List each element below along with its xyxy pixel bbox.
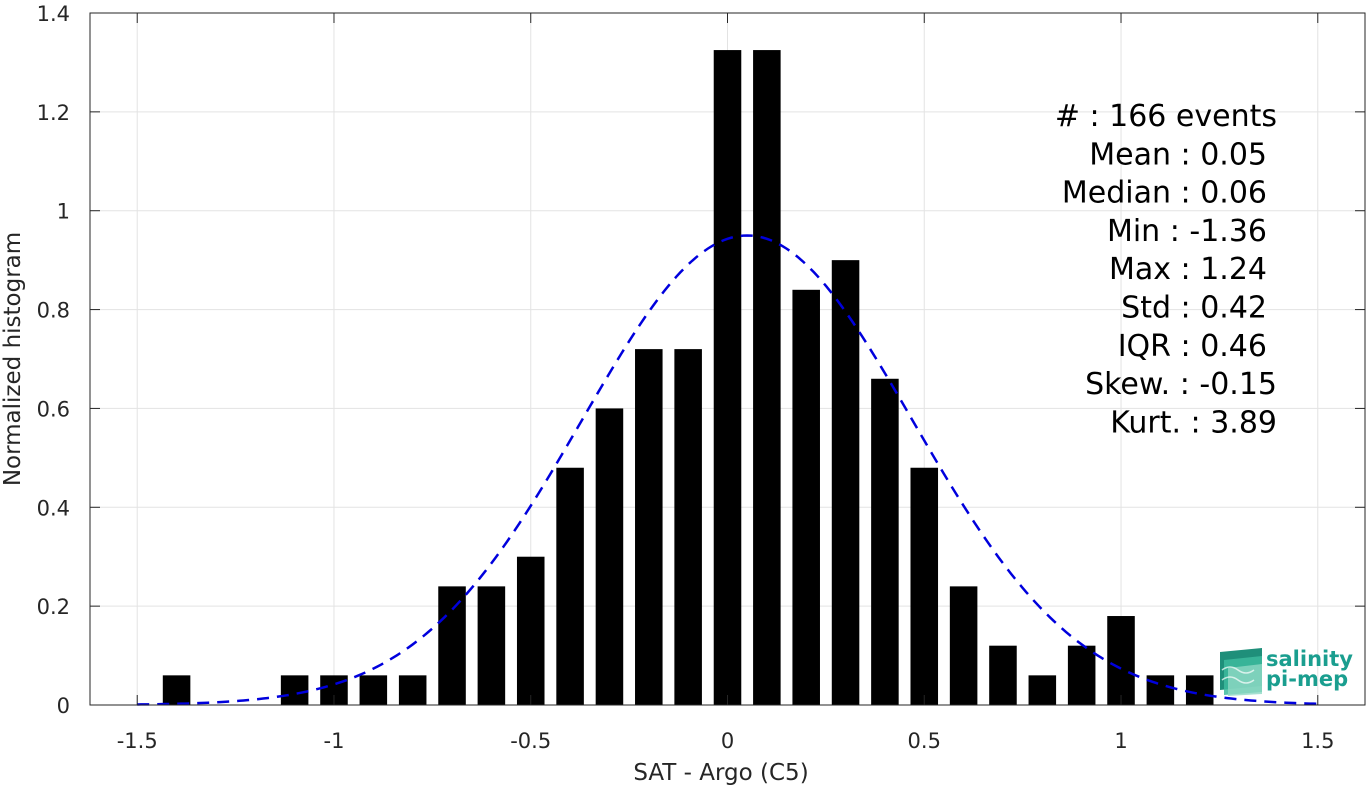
- logo-line-salinity: salinity: [1266, 647, 1353, 671]
- stat-line-2: Median : 0.06: [1062, 176, 1267, 211]
- stat-line-0: # : 166 events: [1055, 99, 1277, 134]
- histogram-bar-24: [1185, 675, 1214, 705]
- histogram-bar-15: [831, 260, 860, 705]
- histogram-bar-19: [989, 645, 1017, 705]
- histogram-bar-18: [949, 586, 978, 705]
- stat-line-7: Skew. : -0.15: [1085, 367, 1277, 402]
- x-tick-label-4: 0.5: [908, 729, 941, 753]
- stat-line-4: Max : 1.24: [1109, 252, 1267, 287]
- histogram-bar-6: [477, 586, 506, 705]
- x-tick-label-5: 1: [1114, 729, 1127, 753]
- y-tick-label-1: 0.2: [37, 595, 70, 619]
- y-axis-label: Normalized histogram: [0, 232, 26, 486]
- histogram-bar-8: [556, 467, 584, 705]
- logo-line-pimep: pi-mep: [1266, 667, 1348, 691]
- y-tick-label-7: 1.4: [37, 2, 70, 26]
- x-axis-label: SAT - Argo (C5): [633, 760, 808, 786]
- x-tick-label-3: 0: [721, 729, 734, 753]
- histogram-bar-20: [1028, 675, 1057, 705]
- y-tick-label-6: 1.2: [37, 101, 70, 125]
- histogram-bar-14: [792, 289, 820, 705]
- histogram-bar-13: [753, 50, 781, 706]
- histogram-bar-11: [674, 349, 702, 705]
- histogram-bar-5: [438, 586, 466, 705]
- axis-ticks: [90, 12, 1365, 706]
- histogram-bar-12: [713, 50, 742, 706]
- stat-line-1: Mean : 0.05: [1089, 137, 1267, 172]
- y-tick-label-5: 1: [57, 200, 70, 224]
- histogram-bar-0: [162, 675, 191, 705]
- histogram-bar-9: [595, 408, 624, 705]
- histogram-bar-17: [910, 467, 939, 705]
- salinity-waves-logo-icon: [1220, 648, 1262, 696]
- y-tick-label-3: 0.6: [37, 397, 70, 421]
- histogram-bar-16: [871, 378, 899, 705]
- y-tick-label-2: 0.4: [37, 496, 70, 520]
- histogram-bar-7: [516, 556, 545, 705]
- x-tick-label-1: -1: [324, 729, 345, 753]
- stat-line-8: Kurt. : 3.89: [1110, 405, 1277, 440]
- histogram-bar-21: [1067, 645, 1096, 705]
- y-tick-labels: 0 0.2 0.4 0.6 0.8 1 1.2 1.4: [37, 2, 70, 718]
- histogram-bar-3: [359, 675, 388, 705]
- x-tick-label-2: -0.5: [510, 729, 551, 753]
- x-tick-labels: -1.5 -1 -0.5 0 0.5 1 1.5: [117, 729, 1335, 753]
- histogram-bar-1: [280, 675, 309, 705]
- gaussian-fit-curve: [137, 234, 1318, 706]
- y-tick-label-0: 0: [57, 694, 70, 718]
- stat-line-5: Std : 0.42: [1121, 291, 1267, 326]
- stat-line-6: IQR : 0.46: [1118, 329, 1267, 364]
- histogram-bar-4: [398, 675, 427, 705]
- y-tick-label-4: 0.8: [37, 299, 70, 323]
- x-tick-label-6: 1.5: [1301, 729, 1334, 753]
- histogram-bar-22: [1107, 616, 1135, 705]
- stat-line-3: Min : -1.36: [1107, 214, 1267, 249]
- histogram-bars: [162, 50, 1214, 706]
- histogram-bar-23: [1146, 675, 1175, 705]
- x-tick-label-0: -1.5: [117, 729, 158, 753]
- salinity-pimep-logo: salinity pi-mep: [1220, 647, 1353, 696]
- histogram-bar-10: [635, 349, 663, 705]
